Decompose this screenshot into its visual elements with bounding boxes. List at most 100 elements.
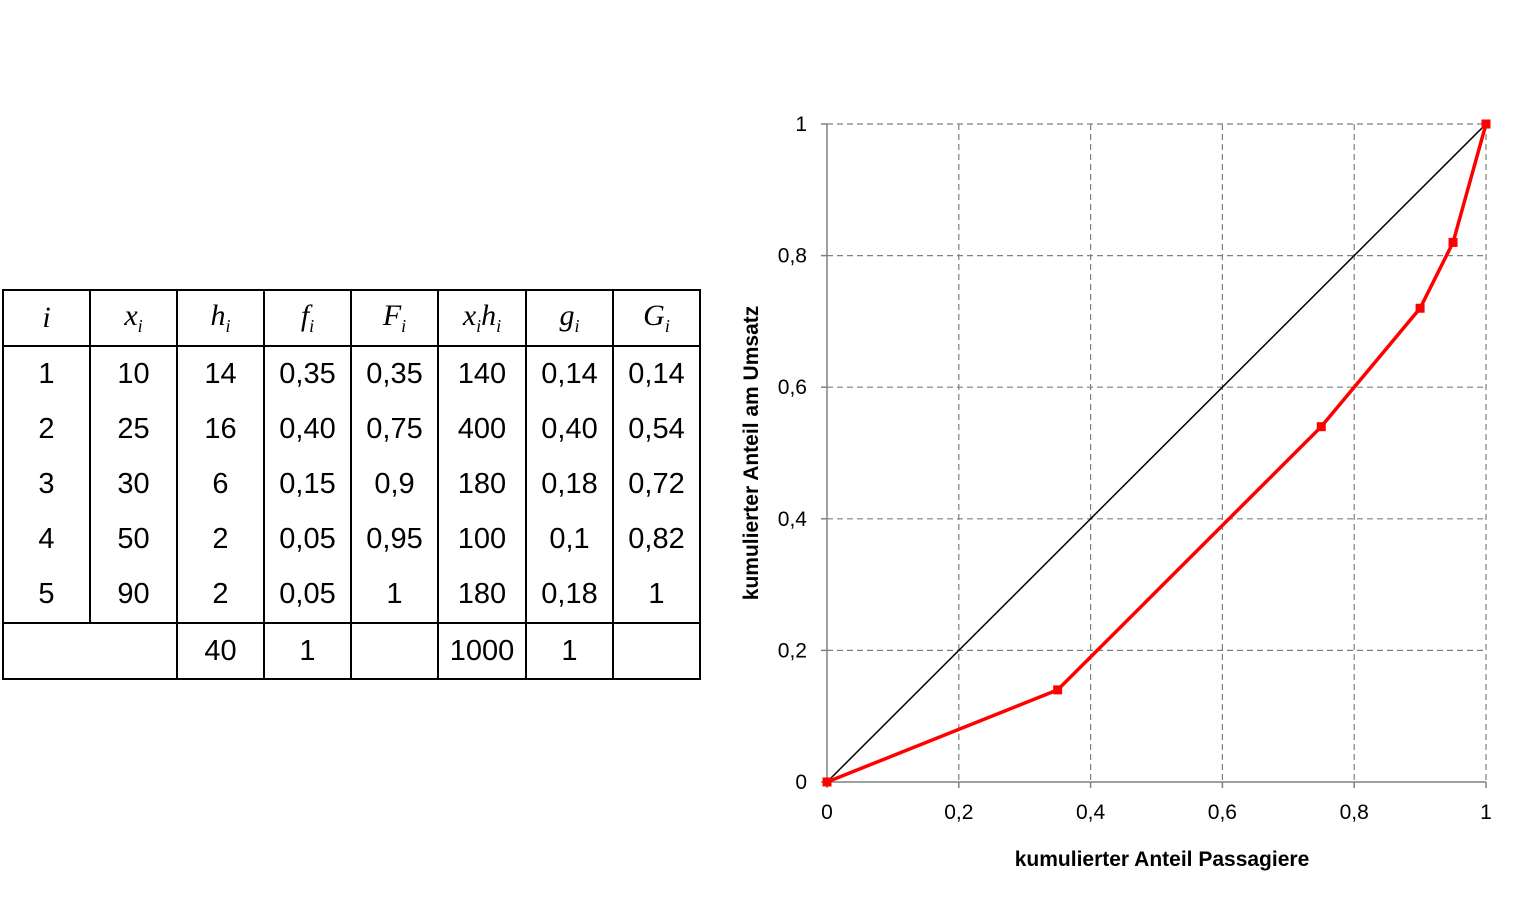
y-tick-label: 0,8	[778, 245, 807, 268]
table-cell: 0,35	[350, 346, 439, 402]
header-subscript: i	[664, 316, 670, 336]
total-F-empty	[350, 622, 439, 680]
table-cell: 2	[176, 567, 265, 623]
table-row: 5 90 2 0,05 1 180 0,18 1	[2, 567, 701, 623]
data-point-marker	[1481, 119, 1491, 129]
table-cell: 0,18	[525, 567, 614, 623]
x-tick-label: 1	[1480, 801, 1492, 824]
x-tick-label: 0,2	[944, 801, 973, 824]
table-cell: 0,14	[612, 346, 701, 402]
table-cell: 0,40	[525, 402, 614, 457]
table-cell: 0,40	[263, 402, 352, 457]
header-symbol: f	[300, 299, 310, 332]
data-point-marker	[1316, 422, 1326, 432]
total-f: 1	[263, 622, 352, 680]
data-point-marker	[1448, 237, 1458, 247]
tick-labels: 0 0,2 0,4 0,6 0,8 1 0 0,2 0,4 0,6 0,8 1	[778, 113, 1492, 824]
y-tick-label: 0,2	[778, 639, 807, 662]
column-header-3: fi	[263, 289, 352, 347]
table-cell: 2	[2, 402, 91, 457]
header-symbol: F	[382, 299, 402, 332]
table-body: 1 10 14 0,35 0,35 140 0,14 0,14 2 25 16 0,40 0,75 400…	[2, 346, 701, 623]
table-cell: 0,9	[350, 457, 439, 512]
table-cell: 1	[612, 567, 701, 623]
x-axis-title: kumulierter Anteil Passagiere	[1015, 848, 1310, 871]
table-cell: 0,15	[263, 457, 352, 512]
table-cell: 1	[2, 346, 91, 402]
table-cell: 90	[89, 567, 178, 623]
header-symbol: x	[462, 299, 477, 332]
table-cell: 16	[176, 402, 265, 457]
totals-row: 40 1 1000 1	[2, 622, 701, 680]
table-cell: 0,14	[525, 346, 614, 402]
chart-axes	[821, 123, 1487, 788]
frequency-table-container: i xi hi fi Fi xihi gi Gi 1 10 14 0,35 0,35 140 0,14 0,…	[2, 289, 701, 680]
table-cell: 0,35	[263, 346, 352, 402]
header-symbol: i	[42, 301, 51, 334]
table-cell: 2	[176, 512, 265, 567]
x-tick-label: 0,8	[1340, 801, 1369, 824]
table-row: 4 50 2 0,05 0,95 100 0,1 0,82	[2, 512, 701, 567]
y-tick-label: 0	[795, 771, 807, 794]
data-point-marker	[822, 777, 832, 787]
totals-empty-cell	[2, 622, 178, 680]
x-tick-label: 0,6	[1208, 801, 1237, 824]
table-cell: 0,54	[612, 402, 701, 457]
table-cell: 0,72	[612, 457, 701, 512]
column-header-7: Gi	[612, 289, 701, 347]
table-cell: 25	[89, 402, 178, 457]
table-cell: 100	[437, 512, 527, 567]
table-cell: 180	[437, 567, 527, 623]
header-subscript: i	[574, 316, 580, 336]
table-cell: 0,75	[350, 402, 439, 457]
table-cell: 5	[2, 567, 91, 623]
total-xh: 1000	[437, 622, 527, 680]
column-header-4: Fi	[350, 289, 439, 347]
header-subscript: i	[137, 316, 143, 336]
frequency-table: i xi hi fi Fi xihi gi Gi 1 10 14 0,35 0,35 140 0,14 0,…	[2, 289, 701, 680]
table-cell: 0,05	[263, 512, 352, 567]
header-subscript: i	[401, 316, 407, 336]
table-cell: 30	[89, 457, 178, 512]
table-row: 2 25 16 0,40 0,75 400 0,40 0,54	[2, 402, 701, 457]
equality-line	[826, 123, 1487, 783]
header-symbol: g	[559, 299, 575, 332]
header-subscript: i	[476, 316, 482, 336]
table-cell: 14	[176, 346, 265, 402]
data-point-marker	[1053, 685, 1063, 695]
column-header-6: gi	[525, 289, 614, 347]
table-cell: 0,1	[525, 512, 614, 567]
header-symbol: h	[210, 299, 226, 332]
table-cell: 0,18	[525, 457, 614, 512]
table-cell: 50	[89, 512, 178, 567]
header-symbol: x	[124, 299, 138, 332]
lorenz-curve-line	[826, 123, 1488, 784]
table-cell: 400	[437, 402, 527, 457]
table-row: 3 30 6 0,15 0,9 180 0,18 0,72	[2, 457, 701, 512]
table-cell: 180	[437, 457, 527, 512]
y-tick-label: 1	[795, 113, 807, 136]
total-G-empty	[612, 622, 701, 680]
x-tick-label: 0	[821, 801, 833, 824]
table-cell: 140	[437, 346, 527, 402]
header-symbol: h	[481, 299, 497, 332]
header-subscript: i	[496, 316, 502, 336]
table-cell: 3	[2, 457, 91, 512]
column-header-0: i	[2, 289, 91, 347]
table-cell: 10	[89, 346, 178, 402]
column-header-2: hi	[176, 289, 265, 347]
table-row: 1 10 14 0,35 0,35 140 0,14 0,14	[2, 346, 701, 402]
total-g: 1	[525, 622, 614, 680]
table-cell: 1	[350, 567, 439, 623]
column-header-1: xi	[89, 289, 178, 347]
data-point-marker	[1415, 303, 1425, 313]
table-cell: 6	[176, 457, 265, 512]
header-subscript: i	[309, 316, 315, 336]
header-subscript: i	[225, 316, 231, 336]
y-tick-label: 0,4	[778, 508, 808, 531]
y-tick-label: 0,6	[778, 376, 807, 399]
header-symbol: G	[643, 299, 665, 332]
total-h: 40	[176, 622, 265, 680]
x-tick-label: 0,4	[1076, 801, 1106, 824]
